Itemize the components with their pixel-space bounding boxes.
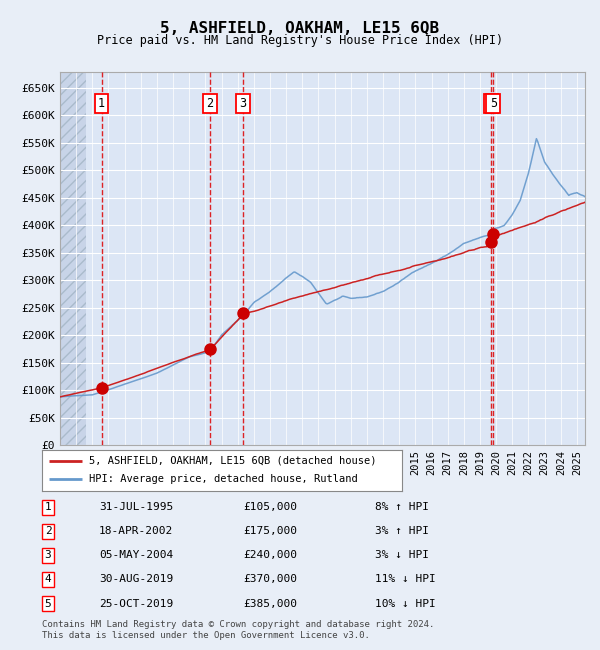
Text: 10% ↓ HPI: 10% ↓ HPI	[375, 599, 436, 608]
Text: £240,000: £240,000	[243, 551, 297, 560]
Text: 5, ASHFIELD, OAKHAM, LE15 6QB: 5, ASHFIELD, OAKHAM, LE15 6QB	[160, 21, 440, 36]
Text: £370,000: £370,000	[243, 575, 297, 584]
Text: 1: 1	[44, 502, 52, 512]
Text: £105,000: £105,000	[243, 502, 297, 512]
Text: 05-MAY-2004: 05-MAY-2004	[99, 551, 173, 560]
Text: 2: 2	[206, 97, 214, 110]
Text: 1: 1	[98, 97, 105, 110]
Text: Contains HM Land Registry data © Crown copyright and database right 2024.
This d: Contains HM Land Registry data © Crown c…	[42, 620, 434, 640]
Text: HPI: Average price, detached house, Rutland: HPI: Average price, detached house, Rutl…	[89, 474, 358, 484]
Text: £385,000: £385,000	[243, 599, 297, 608]
Text: 3% ↑ HPI: 3% ↑ HPI	[375, 526, 429, 536]
Text: 5, ASHFIELD, OAKHAM, LE15 6QB (detached house): 5, ASHFIELD, OAKHAM, LE15 6QB (detached …	[89, 456, 376, 465]
Text: 8% ↑ HPI: 8% ↑ HPI	[375, 502, 429, 512]
Text: 31-JUL-1995: 31-JUL-1995	[99, 502, 173, 512]
Text: 18-APR-2002: 18-APR-2002	[99, 526, 173, 536]
Bar	[60, 72, 86, 445]
Text: Price paid vs. HM Land Registry's House Price Index (HPI): Price paid vs. HM Land Registry's House …	[97, 34, 503, 47]
Text: 3: 3	[44, 551, 52, 560]
Text: 5: 5	[44, 599, 52, 608]
Text: 11% ↓ HPI: 11% ↓ HPI	[375, 575, 436, 584]
Text: £175,000: £175,000	[243, 526, 297, 536]
Text: 3% ↓ HPI: 3% ↓ HPI	[375, 551, 429, 560]
Text: 2: 2	[44, 526, 52, 536]
Text: 25-OCT-2019: 25-OCT-2019	[99, 599, 173, 608]
Text: 30-AUG-2019: 30-AUG-2019	[99, 575, 173, 584]
Text: 5: 5	[490, 97, 497, 110]
Text: 4: 4	[44, 575, 52, 584]
Text: 3: 3	[239, 97, 247, 110]
Text: 4: 4	[487, 97, 494, 110]
